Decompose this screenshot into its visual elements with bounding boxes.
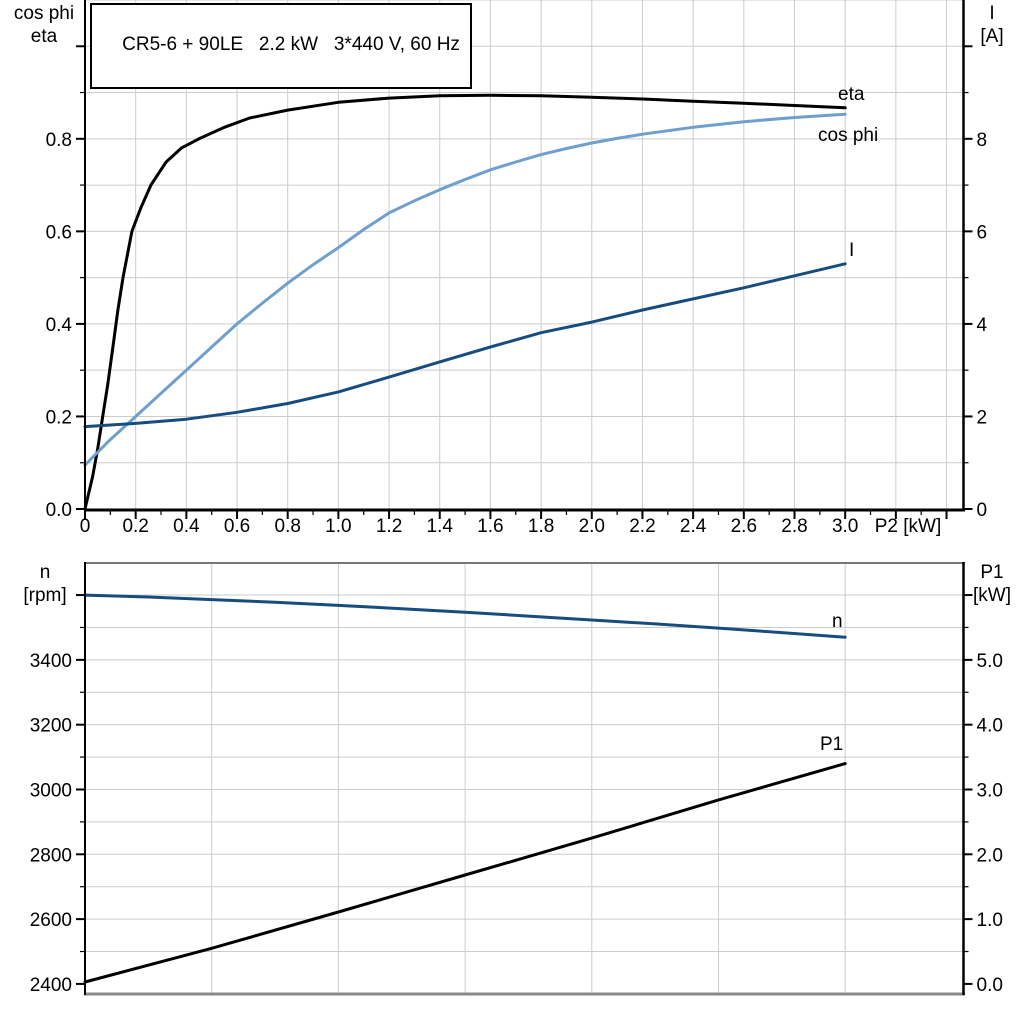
tick-label: 0 bbox=[80, 516, 91, 537]
axis-title-p1: P1 bbox=[980, 562, 1004, 583]
series-label-P1: P1 bbox=[820, 734, 843, 755]
tick-label: 5.0 bbox=[977, 651, 1003, 672]
tick-label: 1.0 bbox=[977, 910, 1003, 931]
tick-label: 3.0 bbox=[832, 516, 858, 537]
axis-title-current-unit: [A] bbox=[980, 26, 1004, 47]
series-label-I: I bbox=[849, 240, 854, 261]
tick-label: 0.0 bbox=[46, 500, 72, 521]
motor-mechanical-chart: n P1 2400 2600 2800 3000 3200 3400 0.0 1.0 2.0 3.0 4… bbox=[30, 562, 1003, 996]
tick-label: 2600 bbox=[30, 910, 72, 931]
tick-label: 2400 bbox=[30, 975, 72, 996]
tick-label: 2.4 bbox=[680, 516, 707, 537]
tick-label: 0.4 bbox=[173, 516, 200, 537]
tick-label: 0.0 bbox=[977, 975, 1003, 996]
tick-label: 1.8 bbox=[528, 516, 554, 537]
series-curve-P1 bbox=[83, 762, 847, 984]
tick-label: 3.0 bbox=[977, 780, 1003, 801]
chart-title-box: CR5-6 + 90LE 2.2 kW 3*440 V, 60 Hz bbox=[90, 3, 472, 89]
tick-label: 2.8 bbox=[781, 516, 807, 537]
tick-label: 0.6 bbox=[46, 222, 72, 243]
x-axis-title: P2 [kW] bbox=[875, 516, 942, 537]
tick-label: 0.8 bbox=[46, 130, 72, 151]
top-left-axis-title: cos phi eta bbox=[4, 2, 84, 48]
tick-label: 2.0 bbox=[579, 516, 605, 537]
series-label-n: n bbox=[832, 611, 843, 632]
tick-label: 0.8 bbox=[275, 516, 301, 537]
top-right-axis-title: I [A] bbox=[963, 2, 1021, 48]
tick-label: 1.6 bbox=[477, 516, 503, 537]
tick-label: 4.0 bbox=[977, 716, 1003, 737]
tick-label: 0.2 bbox=[46, 407, 72, 428]
series-curve-n bbox=[83, 593, 847, 639]
tick-label: 6 bbox=[977, 222, 988, 243]
tick-label: 3400 bbox=[30, 651, 72, 672]
tick-label: 0.2 bbox=[122, 516, 148, 537]
axis-title-p1-unit: [kW] bbox=[973, 585, 1011, 606]
axis-title-eta: eta bbox=[30, 26, 58, 47]
tick-label: 2800 bbox=[30, 845, 72, 866]
axis-title-speed-unit: [rpm] bbox=[23, 585, 67, 606]
bottom-right-axis-title: P1 [kW] bbox=[963, 561, 1021, 607]
axis-title-speed: n bbox=[39, 562, 51, 583]
series-label-eta: eta bbox=[838, 84, 865, 105]
tick-label: 3200 bbox=[30, 716, 72, 737]
series-curve-I bbox=[83, 262, 847, 429]
chart-title: CR5-6 + 90LE 2.2 kW 3*440 V, 60 Hz bbox=[122, 34, 460, 55]
tick-label: 1.0 bbox=[325, 516, 351, 537]
tick-label: 2.2 bbox=[629, 516, 655, 537]
tick-label: 8 bbox=[977, 130, 988, 151]
series-label-cos-phi: cos phi bbox=[818, 125, 878, 146]
tick-label: 2.0 bbox=[977, 845, 1003, 866]
tick-label: 1.2 bbox=[376, 516, 402, 537]
tick-label: 0 bbox=[977, 500, 988, 521]
tick-label: 4 bbox=[977, 315, 988, 336]
tick-label: 2.6 bbox=[731, 516, 757, 537]
axis-title-current: I bbox=[989, 3, 995, 24]
series-curve-cos-phi bbox=[83, 112, 847, 467]
tick-label: 0.6 bbox=[224, 516, 250, 537]
axis-title-cos-phi: cos phi bbox=[13, 3, 75, 24]
tick-label: 3000 bbox=[30, 780, 72, 801]
tick-label: 0.4 bbox=[46, 315, 73, 336]
series-curve-eta bbox=[83, 93, 847, 511]
tick-label: 2 bbox=[977, 407, 988, 428]
bottom-left-axis-title: n [rpm] bbox=[6, 561, 84, 607]
tick-label: 1.4 bbox=[427, 516, 454, 537]
